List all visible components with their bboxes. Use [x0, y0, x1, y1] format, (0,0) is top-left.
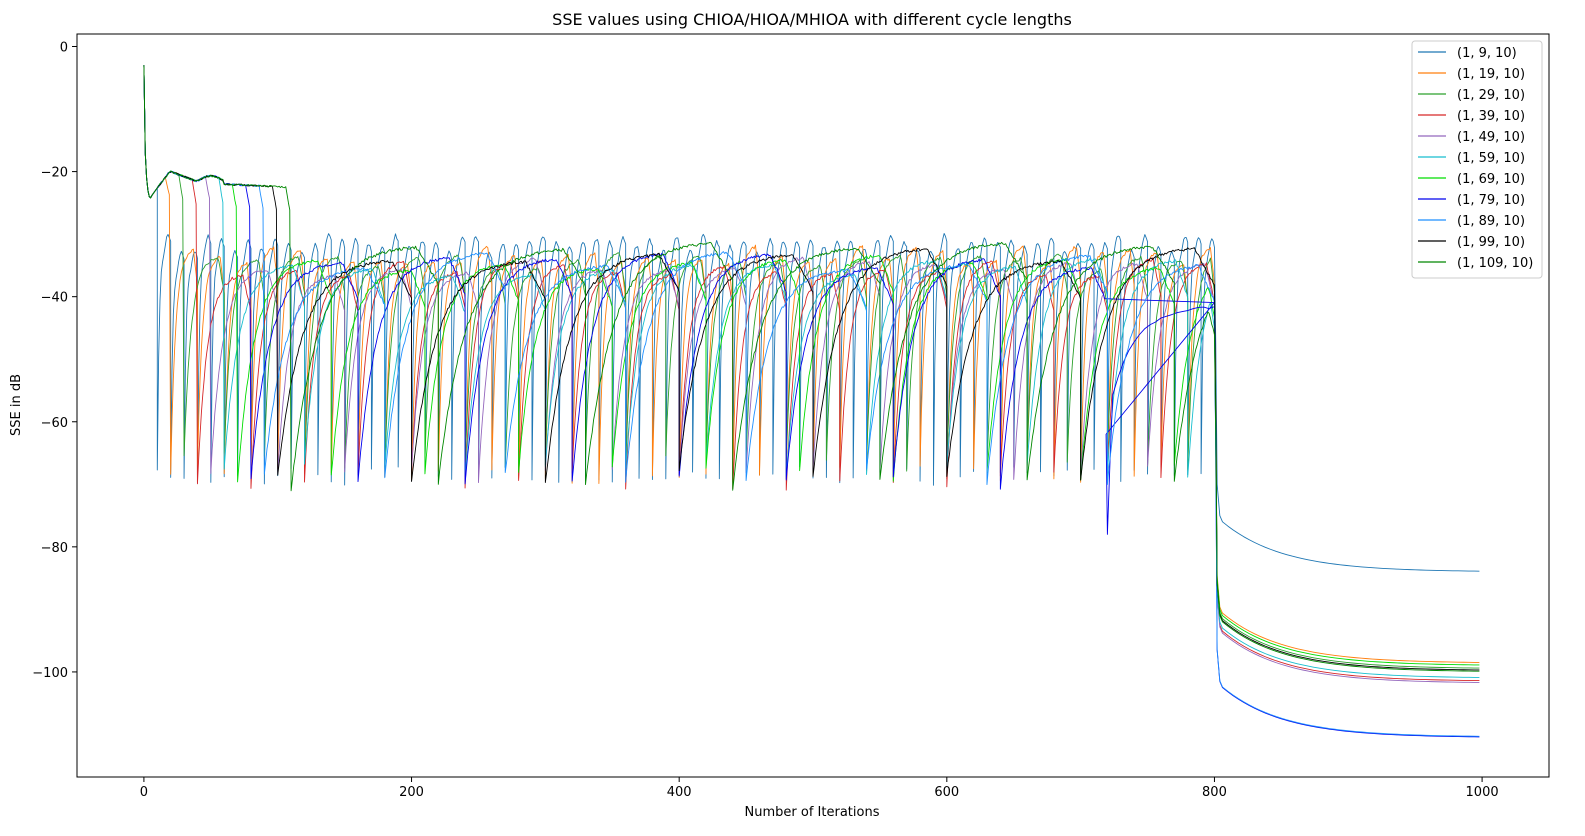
y-axis-label: SSE in dB: [9, 374, 24, 436]
legend-label: (1, 69, 10): [1457, 172, 1525, 187]
series-line: [143, 65, 1480, 671]
x-tick-label: 0: [140, 785, 148, 800]
x-axis: 0 200 400 600 800 1000: [140, 777, 1499, 800]
x-tick-label: 200: [399, 785, 424, 800]
x-tick-label: 800: [1202, 785, 1227, 800]
legend-label: (1, 89, 10): [1457, 214, 1525, 229]
plot-frame: [76, 33, 1550, 778]
x-axis-label: Number of Iterations: [745, 805, 880, 820]
series-line: [143, 65, 1480, 666]
legend-label: (1, 39, 10): [1457, 109, 1525, 124]
series-line: [143, 65, 1480, 672]
legend-label: (1, 109, 10): [1457, 256, 1533, 271]
y-tick-label: −80: [41, 541, 68, 556]
legend-label: (1, 19, 10): [1457, 67, 1525, 82]
legend-label: (1, 59, 10): [1457, 151, 1525, 166]
legend-label: (1, 29, 10): [1457, 88, 1525, 103]
y-axis: 0 −20 −40 −60 −80 −100: [32, 41, 77, 681]
legend-box: [1411, 40, 1543, 279]
y-tick-label: 0: [60, 41, 68, 56]
series-line: [143, 65, 1480, 572]
series-line: [143, 65, 1480, 669]
series-line: [143, 65, 1480, 678]
chart-title: SSE values using CHIOA/HIOA/MHIOA with d…: [552, 10, 1072, 29]
y-tick-label: −20: [41, 166, 68, 181]
legend-label: (1, 99, 10): [1457, 235, 1525, 250]
x-tick-label: 600: [934, 785, 959, 800]
legend-label: (1, 9, 10): [1457, 46, 1517, 61]
x-tick-label: 1000: [1466, 785, 1499, 800]
plot-area: [143, 65, 1480, 738]
y-tick-label: −40: [41, 291, 68, 306]
series-line: [143, 65, 1480, 683]
y-tick-label: −100: [32, 666, 68, 681]
series-line: [143, 65, 1480, 737]
legend-label: (1, 79, 10): [1457, 193, 1525, 208]
legend: (1, 9, 10) (1, 19, 10) (1, 29, 10) (1, 39, …: [1411, 40, 1543, 279]
legend-label: (1, 49, 10): [1457, 130, 1525, 145]
y-tick-label: −60: [41, 416, 68, 431]
x-tick-label: 400: [667, 785, 692, 800]
